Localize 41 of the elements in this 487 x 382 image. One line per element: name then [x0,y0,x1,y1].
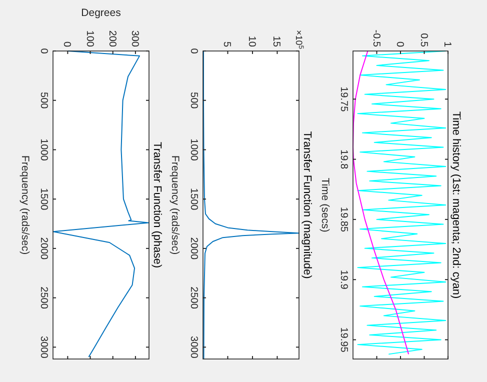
y-tick-label: 19.85 [338,206,349,232]
y-tick-label: 0 [38,48,49,54]
y-tick-label: 19.95 [338,327,349,353]
y-tick-label: 1000 [38,138,49,162]
line-series [357,50,446,355]
line-series [52,50,150,358]
y-tick-label: 19.75 [338,86,349,112]
y-tick-label: 2500 [38,286,49,310]
y-tick-label: 3000 [188,336,199,359]
y-axis-title: Frequency (rads/sec) [169,155,181,255]
y-axis-title: Time (secs) [319,178,331,232]
x-tick-label: 0 [61,41,72,48]
y-tick-label: 1000 [188,138,199,162]
x-tick-label: -0.5 [370,30,382,48]
y-tick-label: 2000 [188,237,199,260]
x-tick-label: 5 [221,41,232,48]
x-axis-title: Degrees [81,7,121,19]
x-tick-label: 0.5 [418,33,429,48]
text: Time history (1st: magenta; 2nd: cyan) [450,111,462,299]
x-tick-label: 300 [128,30,140,48]
y-tick-label: 2500 [188,286,199,310]
y-tick-label: 19.8 [338,150,349,170]
line-series [352,50,410,355]
x-tick-label: 0 [394,41,405,48]
x-tick-label: 100 [84,30,95,48]
x-tick-label: 200 [106,30,118,48]
x-tick-label: 1 [442,41,452,48]
y-tick-label: 500 [188,92,199,110]
text: Transfer Function (magnitude) [301,131,313,279]
y-tick-label: 19.9 [338,270,349,290]
y-tick-label: 1500 [188,188,199,211]
x-tick-label: 15 [270,36,282,48]
x-tick-label: 10 [246,36,257,48]
y-tick-label: 500 [38,92,49,110]
y-tick-label: 0 [188,48,199,54]
line-series [202,50,300,360]
text: Transfer Function (phase) [151,142,163,268]
y-tick-label: 2000 [38,237,49,260]
y-tick-label: 1500 [38,188,49,211]
y-tick-label: 3000 [38,336,49,359]
y-axis-title: Frequency (rads/sec) [19,155,31,255]
